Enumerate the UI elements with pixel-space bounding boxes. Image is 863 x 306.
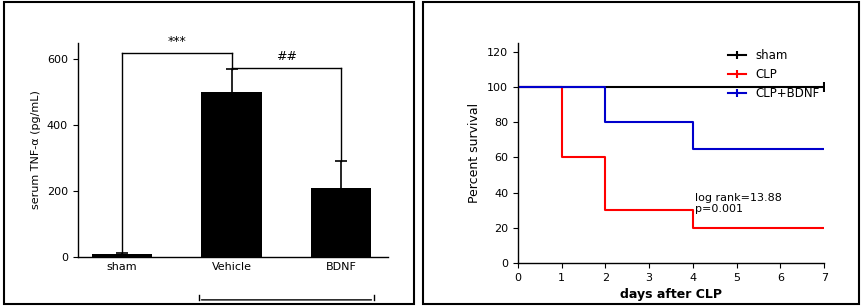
X-axis label: days after CLP: days after CLP: [620, 289, 722, 301]
Text: log rank=13.88
p=0.001: log rank=13.88 p=0.001: [696, 193, 783, 214]
Bar: [312, 188, 371, 257]
Bar: [201, 92, 261, 257]
Y-axis label: Percent survival: Percent survival: [469, 103, 482, 203]
Text: ***: ***: [167, 35, 186, 48]
Y-axis label: serum TNF-α (pg/mL): serum TNF-α (pg/mL): [31, 91, 41, 209]
Legend: sham, CLP, CLP+BDNF: sham, CLP, CLP+BDNF: [723, 44, 824, 105]
Bar: [91, 254, 152, 257]
Text: ##: ##: [276, 50, 297, 63]
